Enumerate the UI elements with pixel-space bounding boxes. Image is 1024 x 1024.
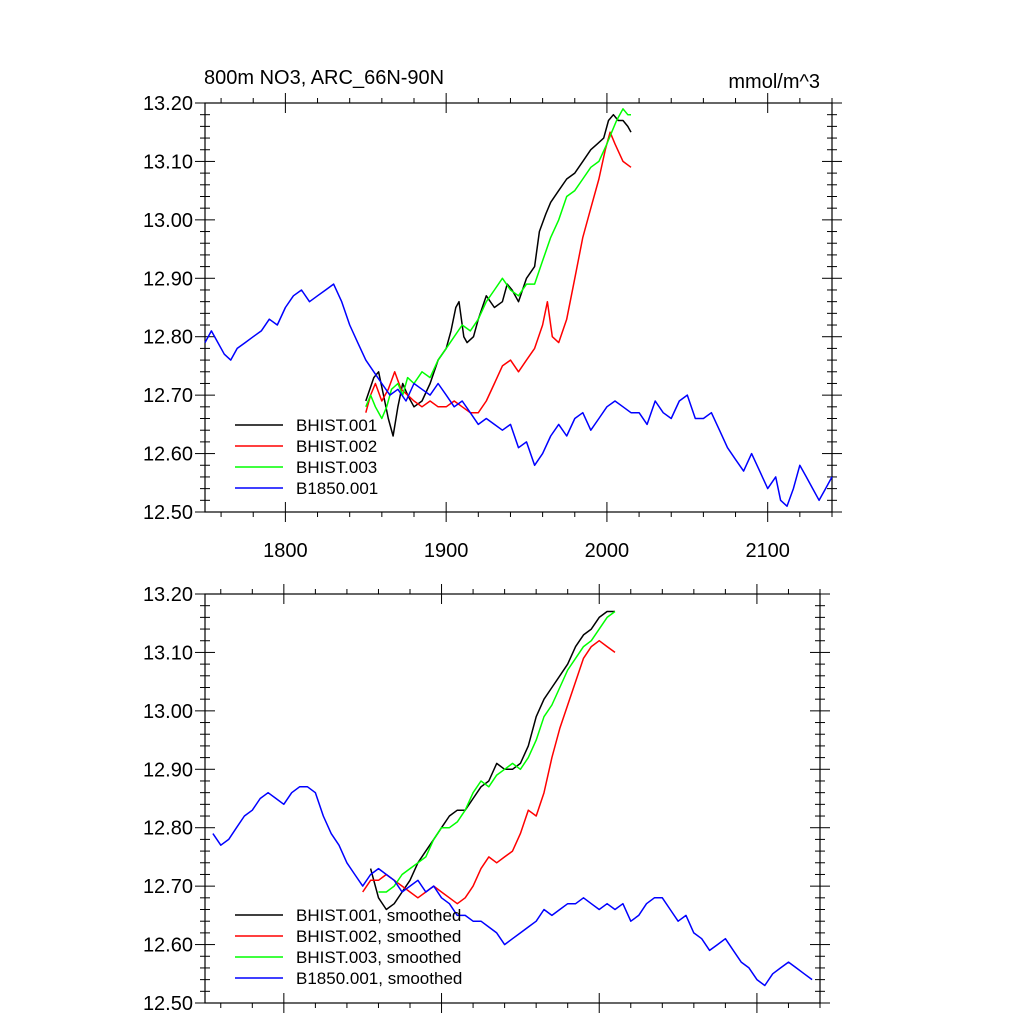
y-tick-label: 13.20: [143, 93, 193, 115]
y-tick-label: 13.10: [143, 642, 193, 664]
series-line-bhist-002: [365, 131, 632, 414]
x-tick-label: 2000: [585, 540, 630, 562]
y-tick-label: 12.80: [143, 327, 193, 349]
plot-frame: [204, 102, 833, 513]
series-line-b1850-001: [212, 786, 813, 987]
legend-label: BHIST.001, smoothed: [296, 906, 461, 925]
x-tick-label: 1900: [424, 540, 469, 562]
plot-frame: [204, 593, 821, 1004]
y-tick-label: 13.00: [143, 210, 193, 232]
y-tick-label: 12.50: [143, 993, 193, 1015]
y-tick-label: 12.70: [143, 876, 193, 898]
legend-label: BHIST.003, smoothed: [296, 948, 461, 967]
y-tick-label: 12.90: [143, 268, 193, 290]
legend-label: BHIST.002: [296, 437, 377, 456]
series-line-bhist-001: [365, 113, 632, 437]
y-tick-label: 12.50: [143, 502, 193, 524]
y-tick-label: 12.60: [143, 935, 193, 957]
legend-label: BHIST.001: [296, 416, 377, 435]
y-tick-label: 13.00: [143, 701, 193, 723]
top-panel: 12.50 12.60 12.70 12.80 12.90 13.00 13.10 13.20…: [143, 93, 842, 562]
y-tick-label: 12.90: [143, 759, 193, 781]
series-line-bhist-003: [365, 108, 631, 420]
series-line-b1850-001: [204, 283, 833, 507]
y-tick-label: 13.20: [143, 584, 193, 606]
x-tick-label: 1800: [263, 540, 308, 562]
bottom-panel: 12.50 12.60 12.70 12.80 12.90 13.00 13.10 13.20…: [143, 584, 830, 1015]
y-tick-label: 12.70: [143, 385, 193, 407]
legend-label: B1850.001: [296, 479, 378, 498]
y-tick-label: 13.10: [143, 151, 193, 173]
chart-title: 800m NO3, ARC_66N-90N: [204, 67, 444, 89]
y-tick-label: 12.60: [143, 444, 193, 466]
series-line-bhist-002: [362, 639, 616, 905]
legend-label: BHIST.003: [296, 458, 377, 477]
series-line-bhist-003: [378, 610, 616, 893]
legend-label: B1850.001, smoothed: [296, 969, 462, 988]
y-tick-label: 12.80: [143, 818, 193, 840]
x-tick-label: 2100: [745, 540, 790, 562]
series-line-bhist-001: [369, 610, 615, 911]
units-label: mmol/m^3: [728, 71, 820, 93]
legend-label: BHIST.002, smoothed: [296, 927, 461, 946]
